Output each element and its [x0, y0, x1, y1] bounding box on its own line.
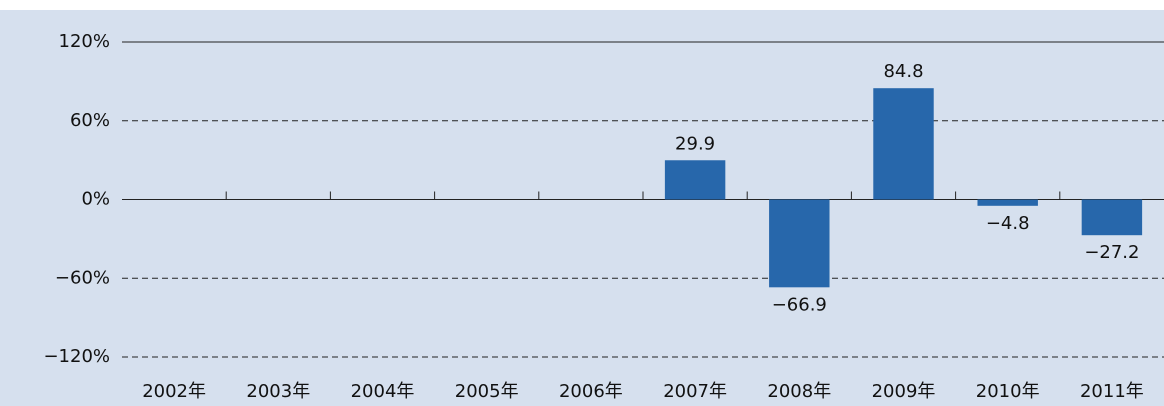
x-tick-label: 2011年: [1080, 381, 1144, 402]
bar: [769, 199, 830, 288]
value-label: −4.8: [986, 213, 1030, 234]
y-tick-label: 60%: [70, 110, 110, 131]
bar: [873, 88, 934, 200]
value-label: −27.2: [1084, 242, 1139, 263]
x-tick-label: 2008年: [767, 381, 831, 402]
x-tick-label: 2005年: [455, 381, 519, 402]
chart-background: [0, 10, 1164, 406]
bar: [664, 160, 726, 200]
value-label: 29.9: [675, 133, 715, 154]
y-tick-label: −60%: [55, 267, 110, 288]
x-tick-label: 2003年: [246, 381, 310, 402]
x-tick-label: 2007年: [663, 381, 727, 402]
y-tick-label: 120%: [59, 31, 110, 52]
y-tick-label: −120%: [43, 346, 110, 367]
x-tick-label: 2006年: [559, 381, 623, 402]
value-label: 84.8: [883, 61, 923, 82]
x-tick-label: 2010年: [976, 381, 1040, 402]
x-tick-label: 2009年: [872, 381, 936, 402]
x-tick-label: 2002年: [142, 381, 206, 402]
bar: [1081, 199, 1143, 236]
value-label: −66.9: [772, 294, 827, 315]
bar: [977, 199, 1038, 206]
x-tick-label: 2004年: [351, 381, 415, 402]
y-tick-label: 0%: [81, 189, 110, 210]
